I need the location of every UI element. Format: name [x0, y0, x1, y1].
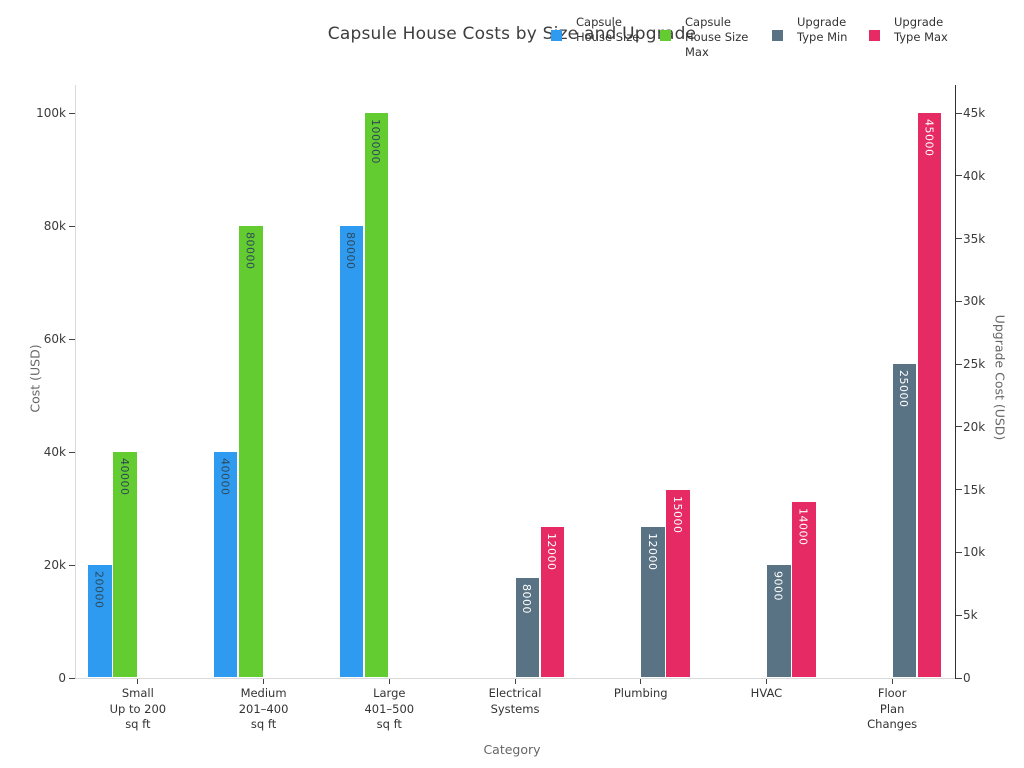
left-axis-tick: [69, 677, 75, 679]
left-axis-tick: [69, 564, 75, 566]
right-axis-spine: [955, 85, 956, 679]
right-axis-tick: [956, 175, 962, 177]
legend-item-upgrade-type-min[interactable]: Upgrade Type Min: [772, 0, 872, 70]
x-axis-category-label: Medium 201–400 sq ft: [238, 686, 289, 731]
right-axis-tick: [956, 112, 962, 114]
left-axis-tick-label: 0: [58, 671, 66, 685]
bar-value-label: 40000: [218, 458, 232, 496]
right-axis-tick-label: 10k: [963, 545, 986, 560]
legend-item-label: Capsule House Size Max: [685, 15, 749, 59]
x-axis-tick: [388, 679, 390, 684]
right-axis-tick: [956, 551, 962, 553]
legend: Capsule House Size Capsule House Size Max Upg…: [0, 0, 1024, 70]
right-axis-tick: [956, 363, 962, 365]
bar-capsule-house-size[interactable]: [339, 226, 364, 677]
bar-upgrade-type-max[interactable]: [917, 113, 942, 677]
bar-value-label: 12000: [545, 533, 559, 571]
legend-swatch-icon: [660, 30, 671, 41]
right-axis-tick: [956, 426, 962, 428]
left-axis-tick: [69, 451, 75, 453]
bar-value-label: 8000: [520, 583, 534, 614]
right-axis-tick-label: 30k: [963, 294, 986, 309]
legend-item-upgrade-type-max[interactable]: Upgrade Type Max: [869, 0, 969, 70]
bar-value-label: 45000: [922, 119, 936, 157]
right-axis-tick-label: 15k: [963, 482, 986, 497]
right-axis-tick-label: 40k: [963, 168, 986, 183]
legend-swatch-icon: [772, 30, 783, 41]
right-axis-tick: [956, 489, 962, 491]
x-axis-tick: [640, 679, 642, 684]
bar-upgrade-type-min[interactable]: [766, 565, 791, 677]
bar-value-label: 9000: [771, 571, 785, 601]
bar-capsule-house-size[interactable]: [213, 452, 238, 677]
bar-value-label: 20000: [92, 571, 106, 609]
bar-value-label: 80000: [344, 232, 358, 270]
bar-value-label: 12000: [645, 533, 659, 571]
legend-item-label: Capsule House Size: [576, 15, 640, 44]
bar-upgrade-type-max[interactable]: [792, 502, 816, 677]
right-axis-tick-label: 0: [963, 671, 971, 685]
left-axis-tick: [69, 112, 75, 114]
left-axis-spine: [75, 85, 76, 678]
left-axis-tick-label: 80k: [43, 219, 66, 233]
bar-value-label: 100000: [369, 119, 383, 164]
right-axis-tick: [956, 238, 962, 240]
x-axis-tick: [263, 679, 265, 684]
bar-value-label: 80000: [243, 232, 257, 270]
x-axis-category-label: HVAC: [750, 686, 783, 700]
x-axis-category-label: Small Up to 200 sq ft: [109, 686, 167, 731]
legend-swatch-icon: [869, 30, 880, 41]
left-axis-tick-label: 100k: [36, 106, 66, 120]
legend-item-label: Upgrade Type Min: [797, 15, 848, 44]
x-axis-tick: [514, 679, 516, 684]
bar-value-label: 15000: [670, 495, 684, 534]
bar-value-label: 25000: [897, 370, 911, 408]
legend-item-capsule-house-size[interactable]: Capsule House Size: [551, 0, 651, 70]
bar-upgrade-type-min[interactable]: [641, 527, 665, 677]
bar-upgrade-type-min[interactable]: [892, 364, 917, 677]
right-axis-tick: [956, 300, 962, 302]
right-axis-tick-label: 20k: [963, 419, 986, 434]
bar-upgrade-type-max[interactable]: [540, 527, 565, 677]
left-axis-tick: [69, 338, 75, 340]
x-axis-category-label: Large 401–500 sq ft: [364, 686, 415, 731]
bar-upgrade-type-min[interactable]: [515, 577, 540, 677]
x-axis-category-label: Plumbing: [613, 686, 668, 700]
right-axis-tick: [956, 614, 962, 616]
x-axis-tick: [891, 679, 893, 684]
legend-item-label: Upgrade Type Max: [894, 15, 948, 44]
right-axis-tick-label: 25k: [963, 357, 986, 372]
x-axis-category-label: Electrical Systems: [488, 686, 542, 716]
right-axis-tick-label: 45k: [963, 106, 986, 120]
left-axis-tick-label: 20k: [43, 558, 66, 572]
x-axis-tick: [765, 679, 767, 684]
left-axis-tick-label: 60k: [43, 332, 66, 346]
x-axis-title: Category: [483, 742, 541, 757]
bar-upgrade-type-max[interactable]: [666, 489, 690, 677]
right-axis-tick-label: 35k: [963, 231, 986, 246]
left-axis-tick-label: 40k: [43, 445, 66, 459]
right-axis-tick: [956, 677, 962, 679]
x-axis-tick: [137, 679, 139, 684]
bar-capsule-house-size-max[interactable]: [364, 113, 389, 677]
bar-capsule-house-size[interactable]: [88, 565, 112, 677]
bar-value-label: 40000: [117, 458, 131, 496]
bar-value-label: 14000: [796, 508, 810, 546]
left-axis-tick: [69, 225, 75, 227]
bar-capsule-house-size-max[interactable]: [113, 452, 137, 677]
bar-capsule-house-size-max[interactable]: [238, 226, 263, 677]
right-axis-tick-label: 5k: [963, 608, 978, 623]
x-axis-category-label: Floor Plan Changes: [867, 686, 918, 731]
chart-title: Capsule House Costs by Size and Upgrade: [327, 24, 697, 44]
legend-item-capsule-house-size-max[interactable]: Capsule House Size Max: [660, 0, 760, 70]
legend-swatch-icon: [551, 30, 562, 41]
bottom-axis-spine: [75, 678, 956, 679]
